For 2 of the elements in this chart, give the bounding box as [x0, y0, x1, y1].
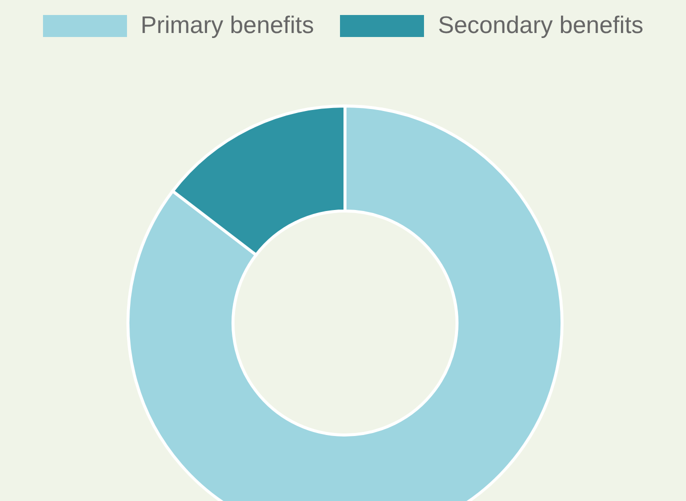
- legend-label: Primary benefits: [140, 12, 314, 40]
- legend-label: Secondary benefits: [438, 12, 644, 40]
